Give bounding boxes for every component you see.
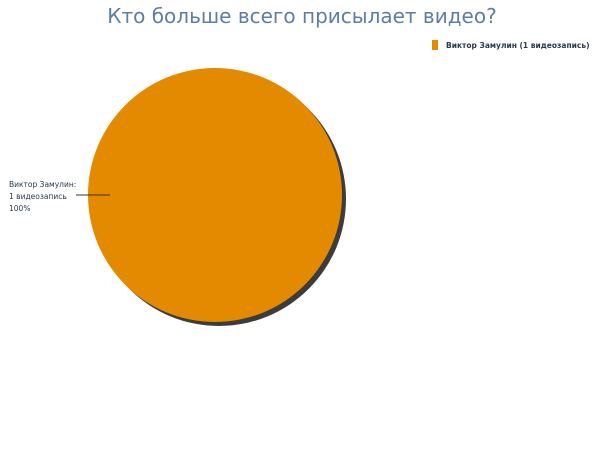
legend: Виктор Замулин (1 видеозапись) [432,40,590,50]
slice-data-label: Виктор Замулин: 1 видеозапись 100% [9,179,76,215]
chart-title: Кто больше всего присылает видео? [107,4,497,28]
data-label-percent: 100% [9,204,31,213]
legend-swatch [432,40,438,50]
data-label-name: Виктор Замулин: [9,180,77,189]
data-label-value: 1 видеозапись [9,192,67,201]
pie-slice[interactable] [88,68,342,322]
legend-entry[interactable]: Виктор Замулин (1 видеозапись) [446,40,590,50]
